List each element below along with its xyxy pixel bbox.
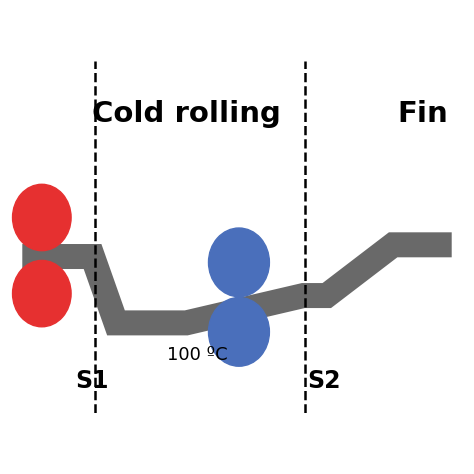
Text: Fin: Fin bbox=[397, 100, 448, 128]
Text: 100 ºC: 100 ºC bbox=[167, 346, 228, 365]
Text: Cold rolling: Cold rolling bbox=[92, 100, 281, 128]
Ellipse shape bbox=[209, 228, 269, 297]
Text: S1: S1 bbox=[75, 369, 109, 393]
Ellipse shape bbox=[12, 184, 71, 251]
Text: S2: S2 bbox=[307, 369, 341, 393]
Ellipse shape bbox=[12, 260, 71, 327]
Ellipse shape bbox=[209, 298, 269, 366]
